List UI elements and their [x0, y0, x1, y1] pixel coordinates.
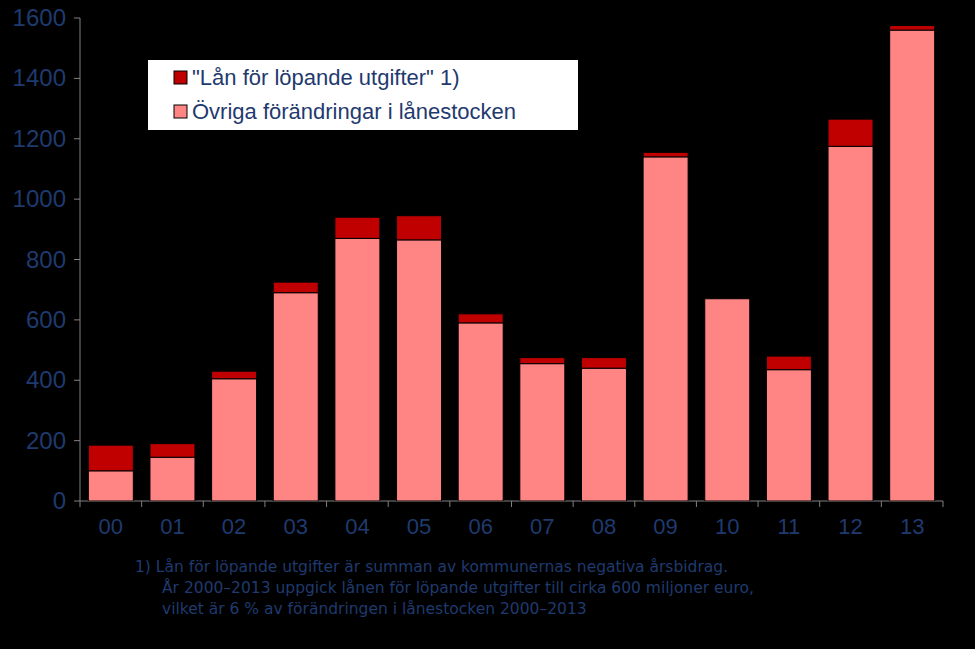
y-tick-label: 800: [26, 246, 66, 273]
bar-segment: [643, 157, 688, 501]
legend-swatch: [174, 71, 187, 84]
y-tick-label: 200: [26, 427, 66, 454]
footnote-line: vilket är 6 % av förändringen i lånestoc…: [162, 600, 587, 618]
chart: 0200400600800100012001400160000010203040…: [0, 0, 975, 649]
bar-segment: [828, 146, 873, 501]
y-tick-label: 1400: [13, 64, 66, 91]
x-tick: [326, 501, 327, 507]
legend: "Lån för löpande utgifter" 1) Övriga förä…: [148, 60, 578, 130]
x-tick: [80, 501, 81, 507]
bar-segment: [212, 371, 257, 379]
bar-segment: [520, 364, 565, 501]
y-tick-label: 600: [26, 306, 66, 333]
x-tick: [819, 501, 820, 507]
x-tick: [758, 501, 759, 507]
x-tick-label: 03: [284, 514, 308, 539]
bar-segment: [828, 119, 873, 146]
bar-segment: [212, 379, 257, 501]
y-tick-label: 1200: [13, 125, 66, 152]
x-axis: 00 01 02 03 04 05 06 07 08 09 10 11 12 13: [80, 501, 943, 539]
bar-segment: [890, 26, 935, 31]
bar-segment: [458, 323, 503, 501]
x-tick: [203, 501, 204, 507]
y-tick: [74, 138, 80, 139]
x-tick-label: 10: [715, 514, 739, 539]
bar-segment: [705, 299, 750, 501]
bar-segment: [335, 238, 380, 501]
x-tick: [511, 501, 512, 507]
legend-box: [148, 60, 578, 130]
bar-segment: [458, 314, 503, 323]
x-tick-label: 08: [592, 514, 616, 539]
y-tick: [74, 78, 80, 79]
y-tick: [74, 319, 80, 320]
footnote-line: År 2000–2013 uppgick lånen för löpande u…: [162, 578, 754, 597]
bar-segment: [581, 368, 626, 501]
x-tick: [696, 501, 697, 507]
x-tick-label: 09: [653, 514, 677, 539]
x-tick-label: 00: [99, 514, 123, 539]
bar-segment: [150, 444, 195, 458]
x-tick-label: 07: [530, 514, 554, 539]
bar-segment: [273, 282, 318, 293]
legend-label: "Lån för löpande utgifter" 1): [192, 65, 460, 90]
y-tick: [74, 259, 80, 260]
y-tick-label: 400: [26, 366, 66, 393]
y-tick: [74, 501, 80, 502]
bar-segment: [520, 358, 565, 364]
legend-label: Övriga förändringar i lånestocken: [192, 99, 516, 124]
y-axis-line: [80, 18, 81, 501]
x-tick-label: 05: [407, 514, 431, 539]
legend-swatch: [174, 105, 187, 118]
bar-segment: [766, 370, 811, 501]
y-tick-label: 1000: [13, 185, 66, 212]
footnote: 1) Lån för löpande utgifter är summan av…: [135, 558, 754, 618]
bars: [88, 26, 934, 501]
x-tick: [449, 501, 450, 507]
x-tick-label: 02: [222, 514, 246, 539]
x-tick-label: 04: [345, 514, 369, 539]
x-tick-label: 11: [777, 514, 800, 539]
x-tick: [264, 501, 265, 507]
bar-segment: [581, 358, 626, 369]
footnote-line: 1) Lån för löpande utgifter är summan av…: [135, 558, 728, 576]
bar-segment: [705, 298, 750, 299]
x-tick-label: 06: [468, 514, 492, 539]
y-tick-label: 0: [53, 487, 66, 514]
x-tick: [881, 501, 882, 507]
x-tick: [573, 501, 574, 507]
y-axis: 0 200 400 600 800 1000 1200 1400 1600: [13, 4, 80, 514]
bar-segment: [88, 471, 133, 501]
y-tick: [74, 18, 80, 19]
x-tick-label: 12: [838, 514, 862, 539]
y-tick-label: 1600: [13, 4, 66, 31]
bar-segment: [397, 216, 442, 240]
x-tick: [943, 501, 944, 507]
bar-segment: [273, 293, 318, 501]
x-tick: [388, 501, 389, 507]
bar-segment: [397, 240, 442, 501]
bar-segment: [890, 30, 935, 501]
x-tick: [634, 501, 635, 507]
bar-segment: [150, 457, 195, 501]
bar-segment: [88, 445, 133, 471]
bar-segment: [643, 152, 688, 157]
x-tick-label: 13: [900, 514, 924, 539]
bar-segment: [766, 356, 811, 370]
y-tick: [74, 199, 80, 200]
y-tick: [74, 440, 80, 441]
bar-segment: [335, 217, 380, 238]
x-tick-label: 01: [160, 514, 184, 539]
chart-container: 0200400600800100012001400160000010203040…: [0, 0, 975, 649]
y-tick: [74, 380, 80, 381]
x-tick: [141, 501, 142, 507]
